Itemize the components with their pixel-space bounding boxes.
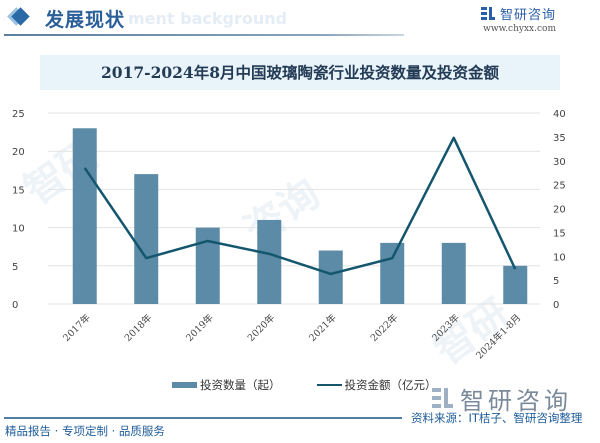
y-right-tick: 40 — [553, 109, 566, 120]
x-tick-label: 2021年 — [307, 311, 340, 344]
legend-line-label: 投资金额（亿元） — [344, 378, 437, 392]
y-right-tick: 5 — [553, 276, 559, 287]
section-subtitle: ment background — [128, 9, 288, 28]
y-left-tick: 10 — [12, 224, 25, 235]
x-tick-label: 2020年 — [245, 311, 278, 344]
bar — [503, 265, 528, 304]
bar — [72, 128, 97, 304]
line-swatch-icon — [316, 384, 342, 386]
section-header: ment background 发展现状 智研咨询 www.chyxx.com — [0, 0, 600, 36]
bar-swatch-icon — [172, 382, 197, 388]
y-right-tick: 35 — [553, 133, 566, 144]
chart-legend: 投资数量（起） 投资金额（亿元） — [172, 377, 437, 393]
x-tick-label: 2022年 — [368, 311, 401, 344]
y-right-tick: 30 — [553, 157, 566, 168]
y-left-tick: 5 — [12, 262, 18, 273]
y-right-tick: 20 — [553, 205, 566, 216]
y-left-tick: 0 — [12, 300, 18, 311]
chart-title-bar: 2017-2024年8月中国玻璃陶瓷行业投资数量及投资金额 — [40, 55, 560, 90]
x-tick-label: 2018年 — [122, 311, 155, 344]
footer-brand: 智研咨询 — [432, 381, 572, 416]
footer-tagline: 精品报告 · 专项定制 · 品质服务 — [5, 424, 165, 438]
data-source: 资料来源：IT桔子、智研咨询整理 — [411, 411, 583, 425]
footer-divider — [4, 417, 402, 419]
legend-item-line: 投资金额（亿元） — [316, 377, 437, 393]
brand-name: 智研咨询 — [499, 8, 556, 23]
bar — [195, 227, 220, 304]
combo-chart: 0 5 10 15 20 25 0 5 10 15 20 25 30 35 40 2017年 2018年 2019… — [12, 109, 566, 362]
y-left-tick: 20 — [12, 147, 25, 158]
x-tick-label: 2017年 — [61, 311, 94, 344]
footer-brand-name: 智研咨询 — [460, 387, 572, 415]
bar — [318, 250, 343, 304]
x-tick-label: 2019年 — [184, 311, 217, 344]
legend-item-bar: 投资数量（起） — [172, 377, 281, 393]
x-tick-label: 2024年1-8月 — [474, 312, 524, 362]
x-tick-label: 2023年 — [430, 311, 463, 344]
bar — [441, 242, 466, 304]
legend-bar-label: 投资数量（起） — [200, 378, 281, 392]
logo-icon — [480, 6, 495, 21]
section-title: 发展现状 — [45, 9, 126, 31]
y-right-tick: 0 — [553, 300, 559, 311]
y-right-tick: 25 — [553, 181, 566, 192]
bar — [134, 174, 159, 304]
y-right-tick: 15 — [553, 228, 566, 239]
footer-logo-icon — [432, 387, 454, 410]
line-series — [83, 136, 517, 276]
bar — [380, 242, 405, 304]
header-divider — [4, 34, 404, 36]
y-left-tick: 15 — [12, 185, 25, 196]
y-right-tick: 10 — [553, 252, 566, 263]
brand-url: www.chyxx.com — [483, 24, 556, 34]
chart-title: 2017-2024年8月中国玻璃陶瓷行业投资数量及投资金额 — [101, 63, 499, 82]
bar — [257, 219, 282, 304]
y-left-tick: 25 — [12, 109, 25, 120]
diamond-icon — [11, 7, 30, 26]
brand-logo: 智研咨询 — [480, 4, 556, 23]
